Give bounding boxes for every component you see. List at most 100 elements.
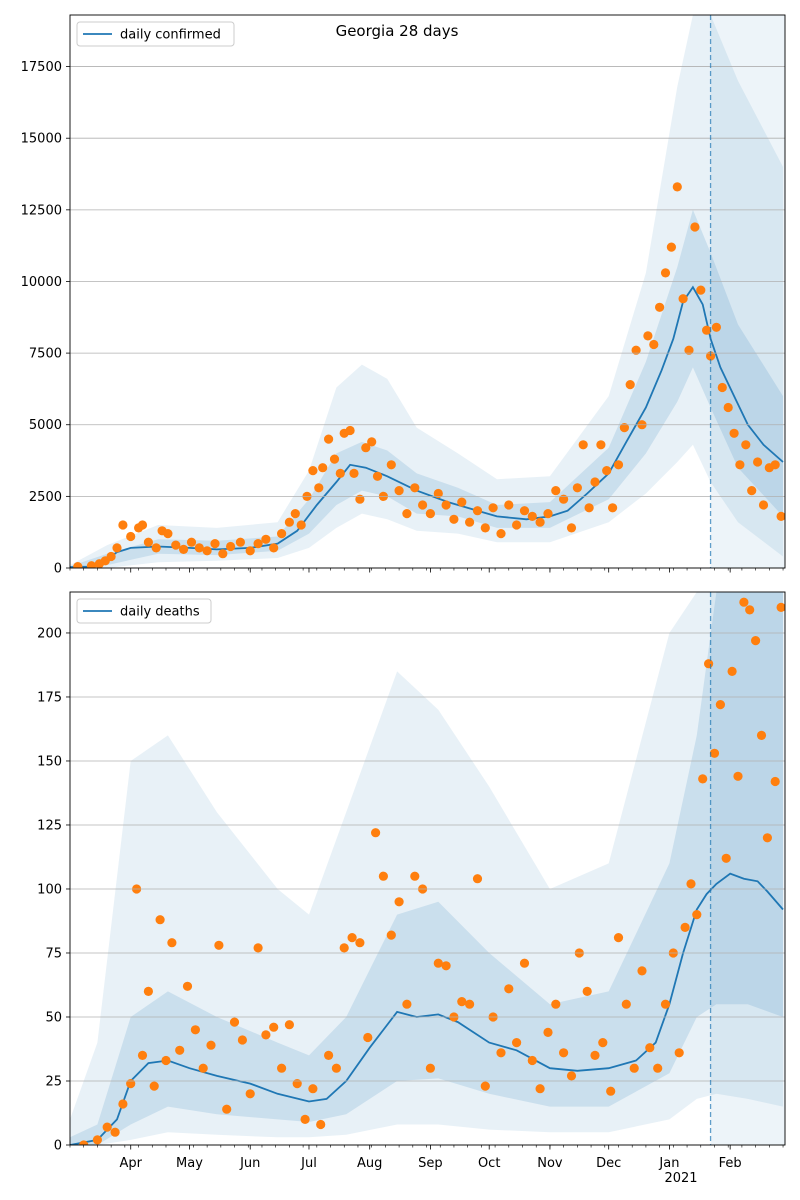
data-point [92, 1135, 102, 1145]
data-point [480, 523, 490, 533]
confirmed-legend[interactable]: daily confirmed [76, 21, 235, 47]
data-point [106, 551, 116, 562]
data-point [684, 345, 694, 355]
data-point [102, 1122, 112, 1132]
legend-box [76, 21, 235, 47]
data-point [704, 659, 714, 669]
data-point [559, 1048, 569, 1058]
data-point [355, 494, 365, 504]
data-point [361, 443, 371, 453]
data-point [457, 497, 467, 507]
data-point [296, 520, 306, 530]
y-tick-label: 0 [54, 1139, 62, 1154]
data-point [335, 468, 345, 478]
data-point [331, 1063, 341, 1073]
y-tick-label: 10000 [21, 275, 62, 290]
data-point [709, 748, 720, 758]
data-point [666, 242, 677, 252]
data-point [741, 440, 751, 450]
data-point [143, 537, 153, 547]
data-point [519, 506, 530, 516]
data-point [543, 1027, 553, 1037]
legend-label: daily deaths [120, 605, 200, 620]
data-point [433, 958, 443, 968]
data-point [222, 1104, 232, 1114]
data-point [126, 531, 136, 542]
data-point [324, 1050, 334, 1060]
data-point [418, 500, 428, 510]
y-tick-label: 17500 [21, 60, 62, 75]
axes-frame [69, 591, 786, 1146]
data-point [126, 1079, 136, 1089]
data-point [527, 511, 537, 521]
data-point [269, 1022, 279, 1032]
data-point [118, 520, 128, 530]
x-tick-label: Jan [658, 1156, 679, 1171]
x-tick-label: Apr [119, 1156, 142, 1171]
data-point [284, 517, 294, 527]
data-point [723, 402, 733, 413]
y-tick-label: 12500 [21, 203, 62, 218]
data-point [551, 486, 561, 496]
data-point [519, 958, 530, 968]
data-point [308, 1084, 318, 1094]
data-point [151, 543, 161, 553]
data-point [472, 874, 483, 884]
series-line-daily-deaths [70, 872, 784, 1145]
deaths-legend[interactable]: daily deaths [76, 598, 212, 624]
data-point [314, 483, 324, 493]
clipped-layer [70, 15, 785, 568]
data-point [674, 1048, 684, 1058]
data-point [762, 833, 773, 843]
data-point [590, 477, 600, 487]
data-point [253, 943, 263, 953]
data-point [645, 1043, 655, 1053]
data-point [717, 382, 727, 393]
data-point [678, 294, 688, 304]
data-point [367, 437, 377, 447]
data-point [449, 514, 459, 524]
data-point [245, 546, 255, 556]
data-point [619, 423, 630, 433]
x-tick-label: Oct [478, 1156, 500, 1171]
data-point [776, 602, 785, 612]
confirmed-panel: 0 2500 5000 7500 10000 12500 15000 17500 Georgi… [21, 14, 786, 577]
data-point [137, 1050, 148, 1060]
y-tick-label: 100 [37, 882, 62, 897]
data-point [527, 1055, 537, 1066]
data-point [643, 331, 653, 341]
data-point [386, 930, 396, 940]
data-point [613, 460, 624, 470]
y-tick-label: 15000 [21, 132, 62, 147]
y-tick-label: 200 [37, 626, 62, 641]
data-point [572, 483, 583, 493]
x-tick-label: Dec [596, 1156, 621, 1171]
data-point [339, 943, 349, 953]
data-point [727, 666, 737, 677]
data-point [300, 1114, 310, 1124]
data-point [292, 1079, 302, 1089]
data-point [410, 871, 420, 881]
axes-frame [69, 14, 786, 569]
data-point [118, 1099, 128, 1109]
data-point [590, 1050, 600, 1060]
data-point [690, 222, 700, 232]
data-point [584, 503, 594, 513]
legend-label: daily confirmed [120, 28, 221, 43]
data-point [277, 1063, 287, 1073]
data-point [79, 1140, 89, 1145]
data-point [496, 1048, 506, 1058]
data-point [625, 380, 635, 390]
data-point [598, 1038, 608, 1048]
data-point [747, 486, 757, 496]
data-point [758, 500, 769, 510]
data-point [190, 1025, 200, 1035]
data-point [261, 534, 271, 544]
data-point [363, 1032, 373, 1043]
y-tick-label: 75 [45, 946, 62, 961]
data-point [621, 999, 631, 1009]
clipped-layer [70, 592, 785, 1145]
data-point [402, 508, 412, 519]
data-point [324, 434, 334, 444]
data-point [698, 774, 708, 784]
